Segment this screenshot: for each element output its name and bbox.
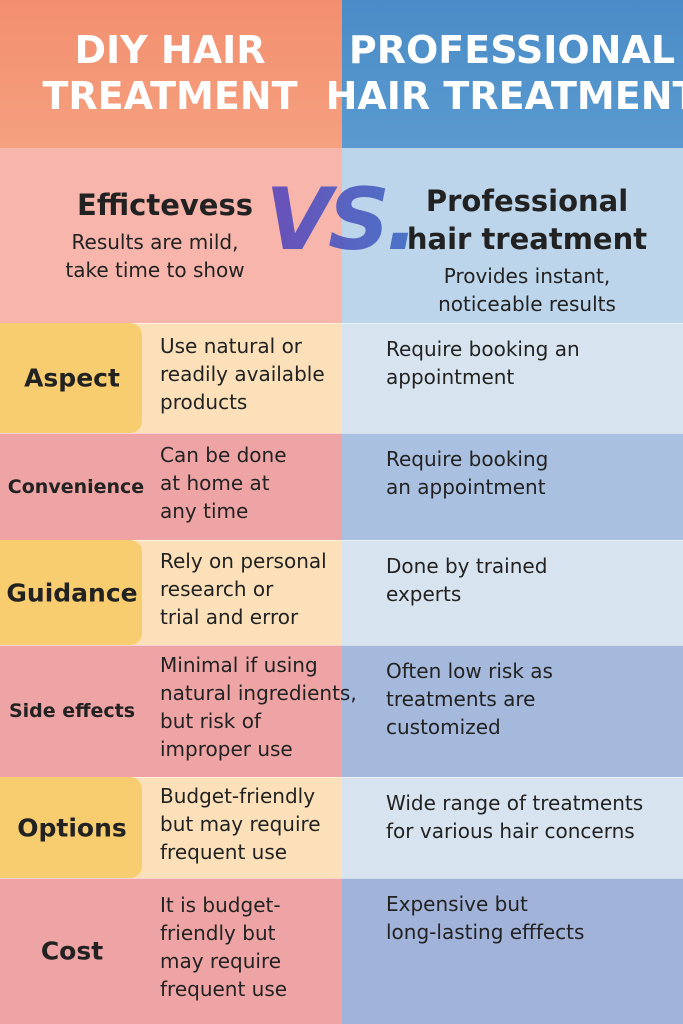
diy-text: natural ingredients,: [160, 681, 357, 705]
diy-text: Rely on personal: [160, 548, 327, 573]
pro-text: appointment: [386, 365, 515, 389]
diy-text: products: [160, 390, 248, 414]
diy-text: any time: [160, 498, 249, 523]
row-diy-bg: [0, 645, 342, 777]
aspect-label: Options: [17, 813, 127, 842]
intro-heading: hair treatment: [406, 222, 648, 256]
row-diy-bg: [0, 433, 342, 540]
header-title: TREATMENT: [42, 74, 298, 118]
pro-text: for various hair concerns: [386, 819, 635, 843]
intro-heading: Professional: [425, 184, 629, 218]
diy-text: Use natural or: [160, 334, 303, 358]
intro-text: Results are mild,: [71, 230, 239, 254]
intro-text: noticeable results: [438, 292, 616, 316]
pro-text: Done by trained: [386, 554, 548, 578]
aspect-label: Convenience: [7, 475, 145, 498]
diy-text: Can be done: [160, 442, 287, 467]
pro-text: treatments are: [386, 687, 536, 711]
diy-text: may require: [160, 949, 282, 973]
aspect-label: Guidance: [6, 578, 138, 607]
pro-text: long-lasting efffects: [386, 920, 585, 944]
intro-text: Provides instant,: [443, 264, 611, 288]
diy-text: Budget-friendly: [160, 783, 316, 808]
header-left: [0, 0, 342, 148]
diy-text: friendly but: [160, 921, 276, 945]
intro-right: [342, 148, 683, 323]
diy-text: research or: [160, 576, 274, 601]
row-pro-bg: [342, 540, 683, 645]
row-pro-bg: [342, 777, 683, 878]
intro-heading: Effictevess: [77, 188, 253, 222]
header-title: PROFESSIONAL: [348, 28, 676, 72]
pro-text: an appointment: [386, 475, 546, 499]
vs-badge: VS.: [265, 170, 418, 270]
pro-text: Wide range of treatments: [386, 791, 644, 815]
aspect-bg: [0, 323, 142, 433]
diy-text: It is budget-: [160, 893, 281, 917]
header-right: [342, 0, 683, 148]
row-diy-bg: [0, 878, 342, 1024]
diy-text: at home at: [160, 470, 270, 495]
pro-text: Often low risk as: [386, 659, 553, 683]
diy-text: Minimal if using: [160, 653, 318, 677]
intro-left: [0, 148, 342, 323]
aspect-label: Aspect: [24, 363, 120, 393]
row-pro-bg: [342, 878, 683, 1024]
aspect-label: Side effects: [8, 700, 136, 722]
diy-text: frequent use: [160, 977, 288, 1001]
row-pro-bg: [342, 323, 683, 433]
row-pro-bg: [342, 433, 683, 540]
pro-text: experts: [386, 582, 462, 606]
diy-text: but risk of: [160, 709, 261, 733]
pro-text: customized: [386, 715, 501, 739]
aspect-label: Cost: [40, 936, 104, 966]
diy-text: frequent use: [160, 839, 288, 864]
diy-text: improper use: [160, 737, 293, 761]
pro-text: Expensive but: [386, 892, 528, 916]
diy-text: trial and error: [160, 604, 299, 629]
intro-text: take time to show: [65, 258, 245, 282]
pro-text: Require booking: [386, 447, 549, 471]
header-title: DIY HAIR: [74, 28, 266, 72]
row-pro-bg: [342, 645, 683, 777]
aspect-bg: [0, 540, 142, 645]
aspect-bg: [0, 777, 142, 878]
diy-text: readily available: [160, 362, 325, 386]
pro-text: Require booking an: [386, 337, 580, 361]
header-title: HAIR TREATMENT: [325, 74, 683, 118]
diy-text: but may require: [160, 811, 321, 836]
